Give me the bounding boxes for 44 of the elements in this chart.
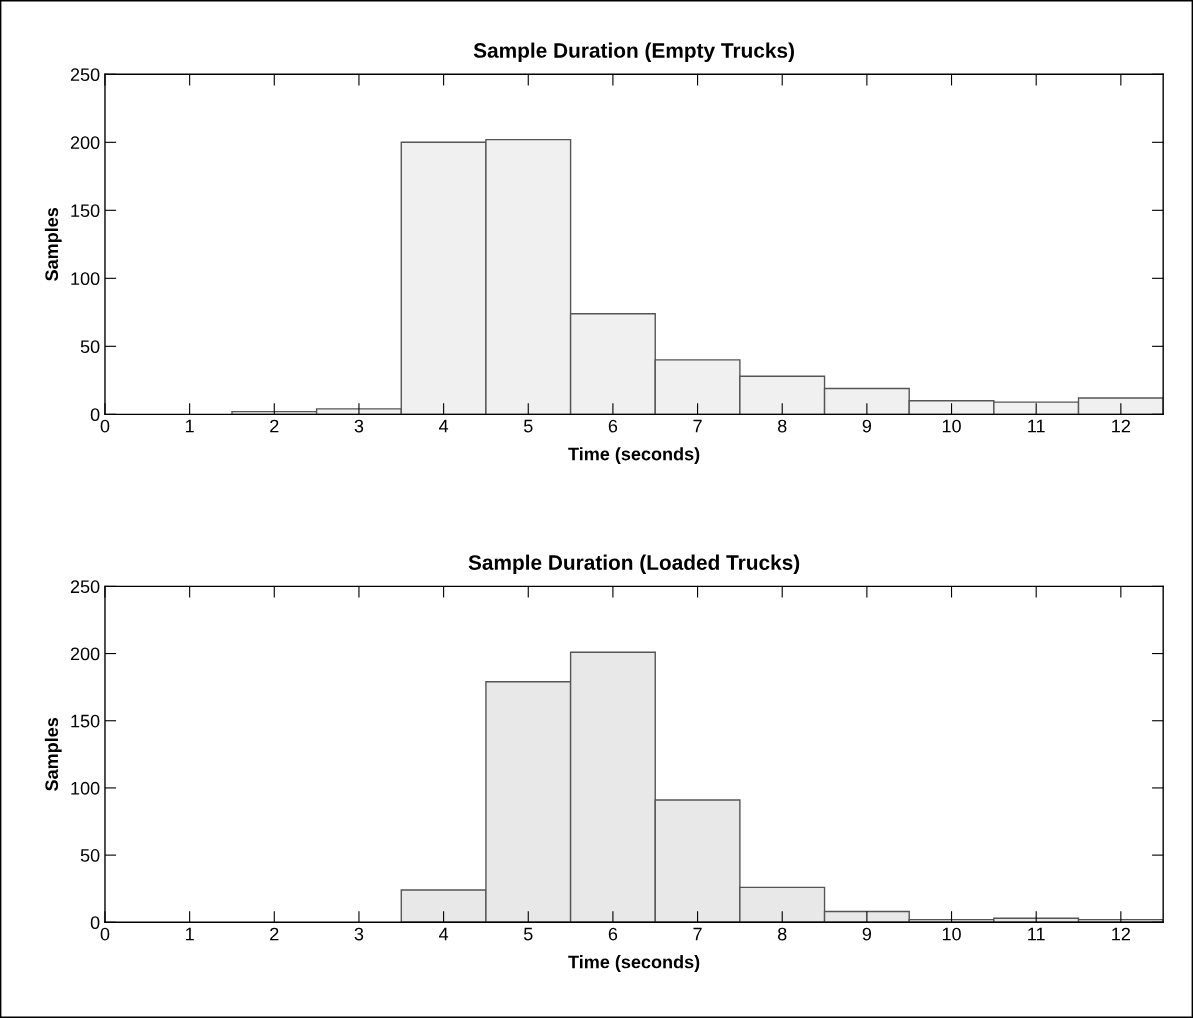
- y-tick-label: 50: [80, 340, 100, 354]
- y-tick-label: 250: [70, 68, 100, 82]
- x-tick-label: 4: [439, 419, 449, 433]
- x-tick-label: 8: [777, 927, 787, 941]
- x-tick-label: 6: [608, 927, 618, 941]
- x-tick-label: 12: [1112, 419, 1130, 433]
- y-tick-label: 200: [70, 647, 100, 661]
- x-tick-label: 11: [1028, 419, 1045, 433]
- x-tick-label: 3: [354, 927, 364, 941]
- y-tick-label: 0: [90, 916, 100, 930]
- x-tick-label: 12: [1112, 927, 1130, 941]
- x-tick-label: 9: [862, 927, 872, 941]
- x-tick-label: 3: [354, 419, 364, 433]
- x-tick-label: 4: [439, 927, 449, 941]
- x-tick-label: 1: [186, 927, 194, 941]
- y-tick-label: 150: [71, 714, 100, 728]
- x-axis-title: Time (seconds): [568, 447, 700, 464]
- x-tick-label: 7: [693, 419, 702, 433]
- y-tick-label: 200: [70, 136, 100, 150]
- x-tick-label: 10: [942, 927, 961, 941]
- y-axis-title: Samples: [44, 207, 62, 281]
- x-tick-label: 6: [608, 419, 618, 433]
- x-tick-label: 1: [186, 419, 194, 433]
- y-tick-label: 250: [70, 580, 100, 594]
- x-axis-title: Time (seconds): [568, 955, 700, 972]
- x-tick-label: 5: [523, 927, 533, 941]
- x-tick-label: 0: [100, 927, 110, 941]
- x-tick-label: 8: [777, 419, 787, 433]
- y-tick-label: 150: [71, 204, 100, 218]
- x-tick-label: 2: [270, 419, 279, 433]
- x-tick-label: 5: [523, 419, 533, 433]
- x-tick-label: 10: [942, 419, 961, 433]
- x-tick-label: 11: [1028, 927, 1045, 941]
- x-tick-label: 0: [100, 419, 110, 433]
- chart-title: Sample Duration (Loaded Trucks): [468, 554, 800, 575]
- x-tick-label: 2: [270, 927, 279, 941]
- y-tick-label: 100: [71, 272, 100, 286]
- y-tick-label: 0: [90, 408, 100, 422]
- y-tick-label: 50: [80, 849, 100, 862]
- x-tick-label: 7: [693, 927, 702, 941]
- chart-title: Sample Duration (Empty Trucks): [473, 42, 794, 62]
- y-tick-label: 100: [71, 781, 100, 795]
- y-axis-title: Samples: [44, 717, 62, 791]
- x-tick-label: 9: [862, 419, 872, 433]
